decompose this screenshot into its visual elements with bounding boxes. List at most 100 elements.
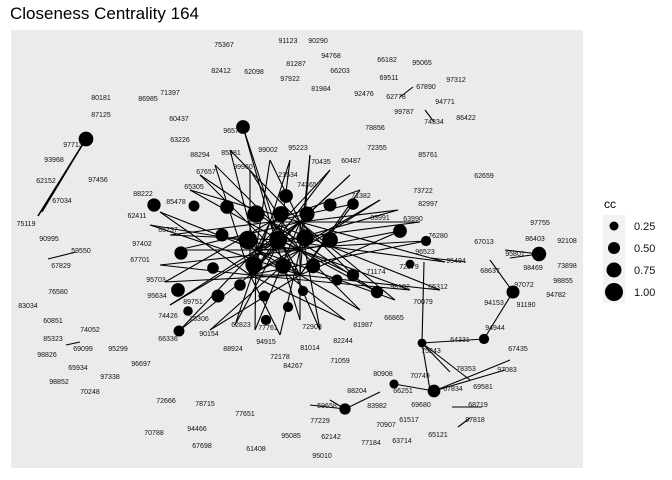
- node-label: 68637: [480, 268, 500, 275]
- edge: [299, 199, 381, 251]
- node-layer: [78, 120, 547, 415]
- edge: [255, 249, 346, 321]
- label-layer: 75367 91123 90290 94768 81287 66203 66182 95065…: [17, 38, 577, 460]
- node-label: 70907: [376, 422, 396, 429]
- node-label: 78715: [195, 401, 215, 408]
- node-point: [258, 290, 270, 302]
- node-label: 65305: [184, 184, 204, 191]
- legend-key: [605, 283, 623, 301]
- edge: [429, 257, 467, 263]
- node-label: 98852: [49, 379, 69, 386]
- node-label: 75367: [214, 42, 234, 49]
- node-label: 63990: [403, 216, 423, 223]
- node-label: 74426: [158, 313, 178, 320]
- node-point: [389, 379, 399, 389]
- node-point: [245, 256, 263, 274]
- node-label: 97713: [63, 142, 83, 149]
- node-label: 62152: [36, 178, 56, 185]
- node-label: 70435: [311, 159, 331, 166]
- node-label: 95703: [146, 277, 166, 284]
- node-point: [238, 230, 258, 250]
- node-point: [236, 120, 250, 134]
- node-label: 97312: [446, 77, 466, 84]
- node-label: 97338: [100, 374, 120, 381]
- node-point: [331, 274, 343, 286]
- node-point: [207, 262, 219, 274]
- node-label: 90290: [308, 38, 328, 45]
- node-point: [296, 229, 314, 247]
- node-label: 82244: [333, 338, 353, 345]
- node-label: 67013: [474, 239, 494, 246]
- node-label: 86422: [456, 115, 476, 122]
- legend: cc 0.25 0.50 0.75 1.00: [603, 197, 655, 303]
- node-label: 98826: [37, 352, 57, 359]
- node-label: 81987: [353, 322, 373, 329]
- node-label: 66336: [158, 336, 178, 343]
- edge: [242, 126, 271, 223]
- legend-key: [606, 262, 622, 278]
- node-label: 81014: [300, 345, 320, 352]
- node-point: [171, 283, 185, 297]
- node-label: 76580: [48, 289, 68, 296]
- node-point: [299, 206, 315, 222]
- node-label: 72178: [270, 354, 290, 361]
- node-label: 92108: [557, 238, 577, 245]
- edge: [169, 239, 281, 306]
- node-point: [269, 231, 287, 249]
- node-label: 88204: [347, 388, 367, 395]
- node-label: 94466: [187, 426, 207, 433]
- node-label: 85381: [221, 150, 241, 157]
- edge: [269, 221, 301, 276]
- edge: [269, 159, 291, 223]
- edge: [299, 274, 441, 291]
- node-label: 62142: [321, 434, 341, 441]
- node-label: 90154: [199, 331, 219, 338]
- edge: [177, 221, 301, 251]
- node-label: 67834: [443, 386, 463, 393]
- node-label: 62823: [231, 322, 251, 329]
- edge: [433, 369, 506, 392]
- node-point: [215, 228, 229, 242]
- node-label: 65737: [158, 227, 178, 234]
- node-point: [282, 301, 294, 313]
- node-label: 87125: [91, 112, 111, 119]
- node-label: 77184: [361, 440, 381, 447]
- node-point: [305, 258, 321, 274]
- edge: [255, 169, 331, 251]
- node-label: 93968: [44, 157, 64, 164]
- node-label: 73898: [557, 263, 577, 270]
- node-label: 63226: [170, 137, 190, 144]
- node-label: 94153: [484, 300, 504, 307]
- node-label: 85478: [166, 199, 186, 206]
- node-label: 91123: [279, 38, 298, 45]
- edge: [421, 342, 451, 373]
- node-label: 96570: [223, 128, 243, 135]
- node-label: 88924: [223, 346, 243, 353]
- node-label: 68719: [468, 402, 488, 409]
- node-label: 99787: [394, 109, 414, 116]
- node-label: 61408: [246, 446, 266, 453]
- node-point: [322, 232, 338, 248]
- edge: [255, 159, 271, 251]
- node-label: 77651: [235, 411, 255, 418]
- node-label: 62411: [128, 213, 147, 220]
- node-label: 77761: [258, 325, 278, 332]
- edge: [421, 342, 471, 381]
- node-label: 90995: [39, 236, 59, 243]
- legend-key: [609, 221, 619, 231]
- node-label: 59550: [71, 248, 91, 255]
- node-label: 88294: [190, 152, 210, 159]
- node-label: 85323: [43, 336, 63, 343]
- node-label: 99002: [258, 147, 278, 154]
- node-label: 62659: [474, 173, 494, 180]
- node-label: 69680: [411, 402, 431, 409]
- legend-label: 0.50: [634, 243, 655, 255]
- node-label: 21534: [278, 172, 298, 179]
- edge: [424, 109, 435, 123]
- node-label: 78856: [365, 125, 385, 132]
- edge: [159, 249, 301, 266]
- edge: [421, 261, 425, 344]
- node-label: 95085: [281, 433, 301, 440]
- node-label: 82412: [211, 68, 231, 75]
